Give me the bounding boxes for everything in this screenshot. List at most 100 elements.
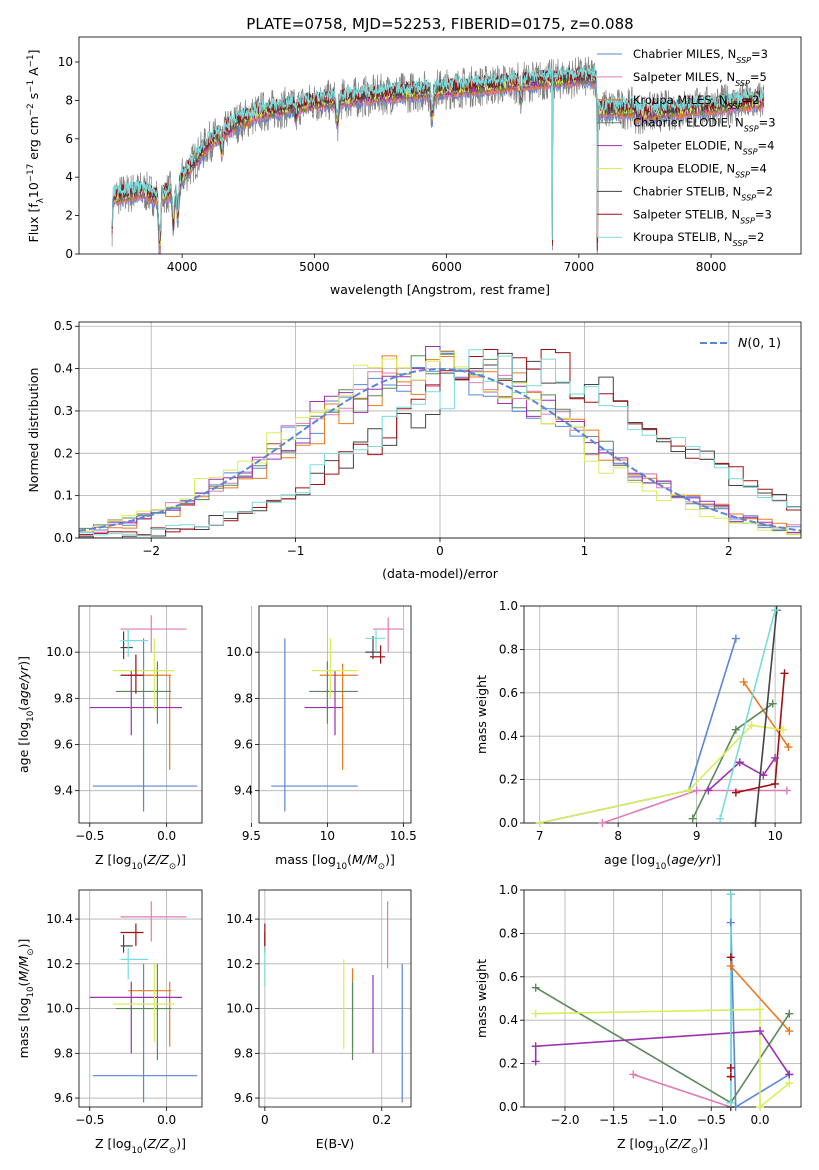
chart-age-vs-Z: −0.5 0.0 9.4 9.6 9.8 10.0 Z [log10(Z/Z⊙)] age […	[16, 605, 203, 872]
weight-line	[719, 610, 776, 819]
weight-marker	[751, 819, 760, 827]
x-axis-label: E(B-V)	[316, 1136, 355, 1151]
weight-line	[691, 702, 774, 820]
weight-marker	[756, 1103, 765, 1111]
x-tick-label: 0	[436, 544, 444, 558]
y-tick-label: 0.4	[499, 729, 518, 743]
weight-marker	[704, 786, 713, 795]
y-axis-label: age [log10(age/yr)]	[16, 656, 36, 773]
weight-marker	[782, 786, 791, 795]
y-tick-label: 0.2	[499, 773, 518, 787]
weight-line	[539, 638, 737, 823]
y-tick-label: 4	[65, 170, 73, 184]
y-tick-label: 10.4	[46, 912, 73, 926]
weight-line	[730, 965, 790, 1032]
x-axis-label: age [log10(age/yr)]	[604, 852, 721, 872]
y-tick-label: 10.4	[226, 912, 253, 926]
chart-spectrum: 4000 5000 6000 7000 8000 0 2 4 6 8 10 Chabrier MILE…	[26, 36, 802, 297]
y-tick-label: 0.2	[499, 1057, 518, 1071]
x-tick-label: −0.5	[697, 1113, 726, 1127]
chart-weight-vs-age: 7 8 9 10 0.0 0.2 0.4 0.6 0.8 1.0 age [log10(age/yr…	[474, 599, 802, 872]
x-axis-label: mass [log10(M/M⊙)]	[275, 852, 395, 872]
weight-marker	[531, 1057, 540, 1066]
y-tick-label: 10.0	[46, 645, 73, 659]
weight-marker	[771, 753, 780, 762]
weight-marker	[756, 1005, 765, 1014]
y-tick-label: 0.4	[499, 1013, 518, 1027]
legend-entry: Kroupa MILES, NSSP=2	[633, 93, 759, 111]
residual-histogram-step	[79, 349, 801, 537]
weight-marker	[531, 983, 540, 992]
plot-area	[271, 617, 404, 812]
legend-entry: Salpeter STELIB, NSSP=3	[633, 207, 772, 225]
legend-entry: Chabrier MILES, NSSP=3	[633, 47, 768, 65]
weight-marker	[531, 1042, 540, 1051]
weight-marker	[629, 1070, 638, 1079]
legend: N(0, 1)	[700, 335, 781, 350]
weight-marker	[780, 669, 789, 678]
legend-entry: Salpeter MILES, NSSP=5	[633, 70, 767, 88]
weight-marker	[726, 1063, 735, 1072]
residual-histogram-step	[79, 353, 801, 535]
x-tick-label: 7	[536, 829, 544, 843]
y-tick-label: 0	[65, 247, 73, 261]
legend-entry: Kroupa ELODIE, NSSP=4	[633, 162, 767, 180]
weight-marker	[726, 890, 735, 899]
x-tick-label: 5000	[299, 260, 330, 274]
weight-marker	[531, 1009, 540, 1018]
axes-frame	[258, 889, 412, 1108]
weight-marker	[778, 725, 787, 734]
y-tick-label: 8	[65, 93, 73, 107]
weight-marker	[759, 771, 768, 780]
y-tick-label: 1.0	[499, 883, 518, 897]
y-tick-label: 9.4	[54, 784, 73, 798]
plot-area	[264, 901, 403, 1103]
chart-mass-vs-Z: −0.5 0.0 9.6 9.8 10.0 10.2 10.4 Z [log10(Z/Z⊙)]…	[16, 889, 203, 1156]
weight-marker	[731, 788, 740, 797]
weight-marker	[535, 819, 544, 827]
x-tick-label: −1	[287, 544, 305, 558]
x-axis-label: Z [log10(Z/Z⊙)]	[95, 852, 186, 872]
legend-entry: Kroupa STELIB, NSSP=2	[633, 230, 764, 248]
x-tick-label: −1.5	[599, 1113, 628, 1127]
y-tick-label: 1.0	[499, 599, 518, 613]
chart-weight-vs-Z: −2.0 −1.5 −1.0 −0.5 0.0 0.0 0.2 0.4 0.6 0.8 1.0 Z […	[474, 883, 802, 1156]
weight-line	[730, 922, 790, 1107]
x-tick-label: 0.0	[157, 1113, 176, 1127]
plot-area	[89, 615, 198, 812]
y-tick-label: 9.4	[234, 784, 253, 798]
y-tick-label: 0.3	[54, 404, 73, 418]
legend-entry: N(0, 1)	[738, 335, 781, 350]
y-tick-label: 0.0	[499, 816, 518, 830]
y-tick-label: 9.6	[234, 1091, 253, 1105]
weight-marker	[726, 1072, 735, 1081]
legend-entry: Chabrier STELIB, NSSP=2	[633, 184, 773, 202]
x-tick-label: 7000	[564, 260, 595, 274]
x-tick-label: 8000	[696, 260, 727, 274]
x-tick-label: 0.2	[372, 1113, 391, 1127]
weight-marker	[771, 779, 780, 788]
y-axis-label: mass [log10(M/M⊙)]	[16, 939, 36, 1059]
axes-frame	[78, 889, 203, 1108]
weight-line	[539, 724, 784, 823]
y-tick-label: 0.1	[54, 489, 73, 503]
x-tick-label: −0.5	[75, 829, 104, 843]
x-tick-label: 9.5	[242, 829, 261, 843]
y-tick-label: 0.4	[54, 362, 73, 376]
y-tick-label: 10	[58, 55, 73, 69]
y-tick-label: 6	[65, 132, 73, 146]
legend-entry: Salpeter ELODIE, NSSP=4	[633, 139, 774, 157]
weight-marker	[785, 1027, 794, 1036]
y-tick-label: 0.8	[499, 926, 518, 940]
y-tick-label: 10.0	[46, 1002, 73, 1016]
weight-marker	[756, 1027, 765, 1036]
weight-line	[632, 1073, 732, 1107]
x-axis-label: Z [log10(Z/Z⊙)]	[95, 1136, 186, 1156]
x-tick-label: 9	[693, 829, 701, 843]
x-tick-label: 10	[767, 829, 782, 843]
chart-age-vs-mass: 9.5 10 10.5 9.4 9.6 9.8 10.0 mass [log10(M/M⊙)]	[226, 605, 417, 872]
weight-marker	[768, 699, 777, 708]
weight-line	[534, 1030, 790, 1075]
